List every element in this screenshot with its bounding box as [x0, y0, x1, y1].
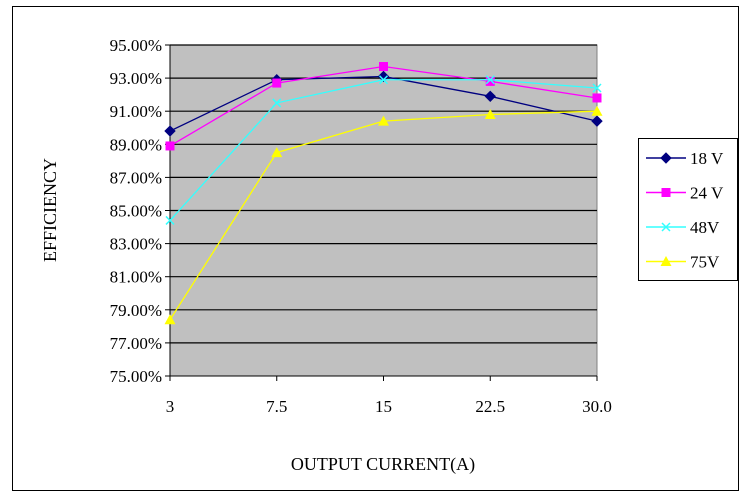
legend-marker [660, 152, 672, 164]
legend-marker [660, 256, 672, 266]
legend-label: 24 V [690, 184, 724, 203]
data-point [484, 90, 496, 103]
x-tick-label: 15 [375, 397, 392, 416]
gridlines [170, 44, 597, 344]
data-point [272, 78, 282, 88]
y-tick-label: 95.00% [110, 36, 162, 55]
legend-box [638, 138, 738, 281]
data-point [272, 98, 282, 108]
y-tick-label: 75.00% [110, 367, 162, 386]
legend-marker [661, 222, 671, 232]
y-tick-label: 77.00% [110, 334, 162, 353]
data-point [271, 147, 283, 158]
y-tick-label: 93.00% [110, 69, 162, 88]
x-tick-label: 22.5 [475, 397, 505, 416]
series-3 [164, 105, 603, 325]
series-2 [165, 75, 602, 225]
y-tick-label: 89.00% [110, 135, 162, 154]
legend-item: 48V [646, 218, 720, 237]
series-0 [164, 70, 603, 137]
y-tick-label: 83.00% [110, 235, 162, 254]
data-point [377, 70, 390, 83]
legend-item: 75V [646, 253, 720, 272]
series-1 [165, 62, 602, 151]
data-point [591, 105, 603, 116]
y-axis-title: EFFICIENCY [40, 158, 60, 262]
legend-marker [661, 188, 671, 197]
tick-labels: 75.00% 77.00% 79.00% 81.00% 83.00% 85.00% 87.0… [110, 36, 612, 416]
y-tick-label: 79.00% [110, 301, 162, 320]
legend-label: 48V [690, 218, 720, 237]
data-point [164, 314, 176, 325]
data-point [165, 215, 175, 225]
legend: 18 V 24 V 48V 75V [638, 138, 738, 281]
data-point [592, 83, 602, 93]
y-tick-label: 85.00% [110, 202, 162, 221]
y-tick-label: 87.00% [110, 168, 162, 187]
legend-item: 18 V [646, 149, 724, 168]
x-tick-label: 3 [166, 397, 175, 416]
data-point [591, 115, 603, 127]
y-tick-label: 91.00% [110, 102, 162, 121]
data-point [378, 75, 389, 85]
data-point [378, 115, 389, 126]
data-point [592, 93, 602, 103]
x-tick-label: 7.5 [266, 397, 287, 416]
x-tick-label: 30.0 [582, 397, 612, 416]
legend-label: 18 V [690, 149, 724, 168]
data-point [379, 62, 388, 72]
data-point [485, 75, 495, 85]
data-point [484, 109, 496, 120]
legend-item: 24 V [646, 184, 724, 203]
series-layer [164, 62, 603, 325]
data-point [485, 76, 495, 86]
x-axis-title: OUTPUT CURRENT(A) [291, 454, 475, 475]
data-point [165, 141, 175, 151]
legend-label: 75V [690, 253, 720, 272]
data-point [164, 125, 176, 137]
y-tick-label: 81.00% [110, 268, 162, 287]
